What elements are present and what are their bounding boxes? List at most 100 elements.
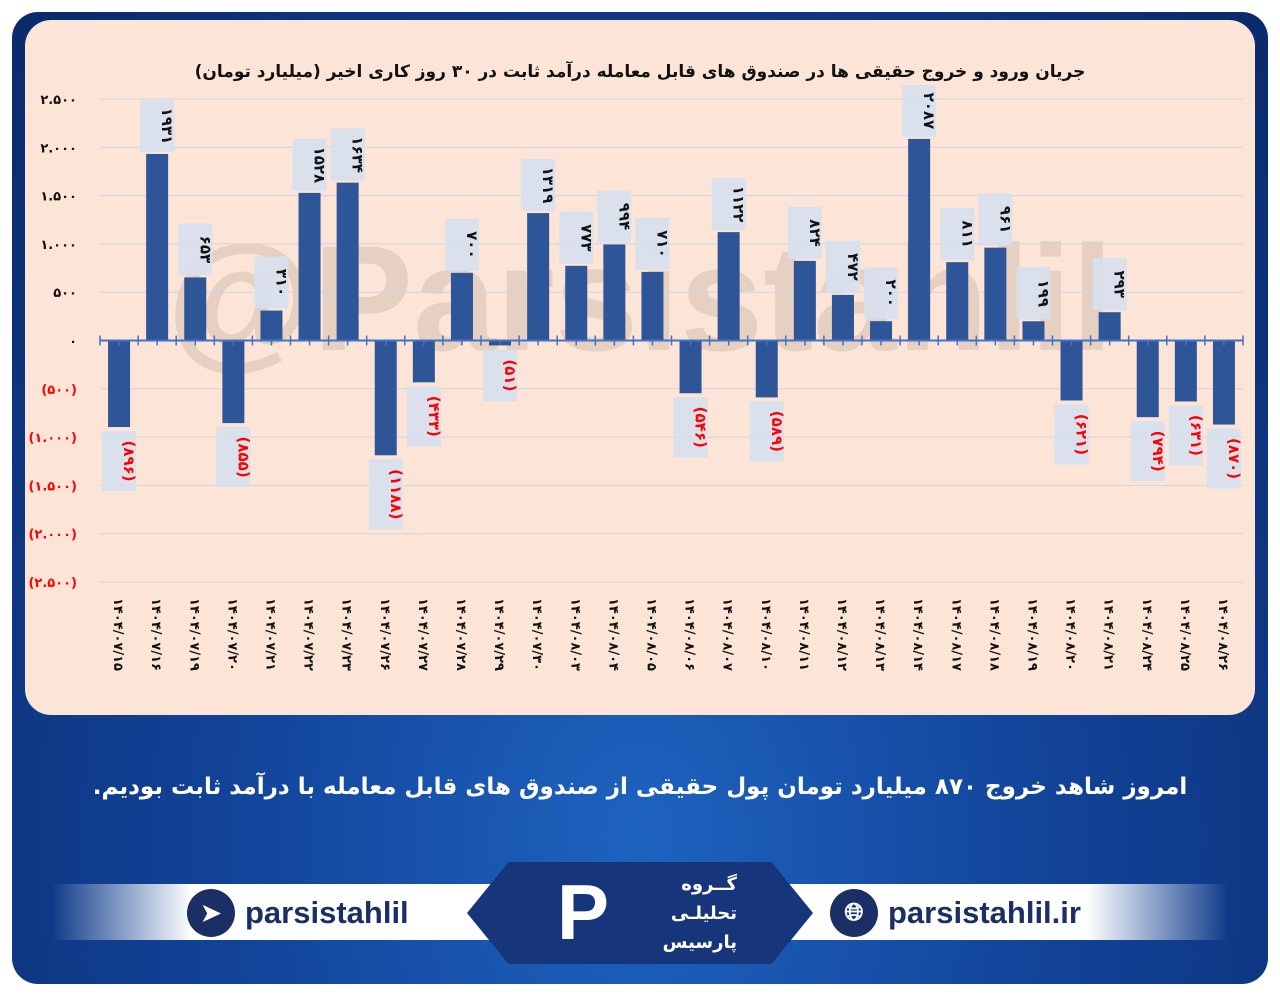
data-label-box bbox=[1092, 258, 1127, 311]
data-label: (۸۵۵) bbox=[234, 436, 252, 477]
bar bbox=[755, 340, 778, 398]
x-tick-label: ۱۴۰۴/۰۷/۳۰ bbox=[529, 598, 544, 671]
data-label: ۸۲۴ bbox=[806, 219, 824, 246]
bar bbox=[298, 192, 321, 341]
telegram-handle: parsistahlil bbox=[245, 895, 409, 930]
y-tick-label: (۵۰۰) bbox=[41, 383, 77, 398]
x-tick-label: ۱۴۰۴/۰۸/۱۳ bbox=[872, 598, 887, 671]
data-label: ۴۷۲ bbox=[844, 253, 862, 280]
bar bbox=[108, 340, 131, 428]
x-tick-label: ۱۴۰۴/۰۷/۱۵ bbox=[110, 598, 125, 671]
bar bbox=[222, 340, 245, 424]
bar bbox=[527, 213, 550, 341]
x-tick-label: ۱۴۰۴/۰۷/۱۶ bbox=[148, 598, 163, 671]
y-tick-label: (۲.۵۰۰) bbox=[28, 576, 77, 591]
x-tick-label: ۱۴۰۴/۰۷/۲۶ bbox=[377, 598, 392, 671]
x-tick-label: ۱۴۰۴/۰۸/۰۵ bbox=[643, 598, 658, 671]
data-label: ۸۱۱ bbox=[958, 220, 976, 247]
data-label-box bbox=[749, 401, 784, 462]
logo-line: گــروه bbox=[681, 874, 737, 895]
x-tick-label: ۱۴۰۴/۰۸/۱۷ bbox=[948, 598, 963, 671]
data-label-box bbox=[254, 256, 289, 309]
x-tick-label: ۱۴۰۴/۰۷/۲۰ bbox=[224, 598, 239, 671]
telegram-icon: ➤ bbox=[187, 889, 235, 937]
data-label-box bbox=[368, 459, 403, 530]
bar bbox=[641, 271, 664, 341]
y-tick-label: ۲.۰۰۰ bbox=[40, 141, 77, 156]
data-label-box bbox=[597, 190, 632, 243]
data-label: ۱۳۱۹ bbox=[539, 167, 557, 204]
data-label-box bbox=[787, 206, 822, 259]
x-tick-label: ۱۴۰۴/۰۷/۲۷ bbox=[415, 598, 430, 671]
data-label: (۸۹۶) bbox=[120, 440, 138, 481]
y-tick-label: ۲.۵۰۰ bbox=[40, 93, 77, 108]
telegram-link[interactable]: ➤ parsistahlil bbox=[187, 888, 409, 938]
data-label: ۷۰۰ bbox=[463, 231, 481, 258]
data-label: (۵۱) bbox=[501, 359, 519, 391]
data-label-box bbox=[864, 267, 899, 320]
data-label-box bbox=[140, 99, 175, 152]
data-label-box bbox=[1016, 267, 1051, 320]
y-tick-label: ۱.۰۰۰ bbox=[40, 238, 77, 253]
data-label: ۲۰۸۷ bbox=[920, 93, 938, 130]
chart-title: جریان ورود و خروج حقیقی ها در صندوق های … bbox=[194, 62, 1086, 82]
data-label: (۶۳۱) bbox=[1187, 415, 1205, 456]
bar bbox=[793, 260, 816, 341]
bar bbox=[1174, 340, 1197, 402]
data-label-box bbox=[216, 427, 251, 488]
x-tick-label: ۱۴۰۴/۰۸/۲۵ bbox=[1177, 598, 1192, 671]
y-tick-label: (۲.۰۰۰) bbox=[28, 528, 77, 543]
bar bbox=[908, 138, 931, 341]
website-link[interactable]: 🌐︎ parsistahlil.ir bbox=[830, 888, 1081, 938]
logo-text: گــروه تحلیلـی پارسیس bbox=[642, 870, 737, 957]
data-label: ۱۹۳۱ bbox=[158, 108, 176, 145]
data-label-box bbox=[1054, 404, 1089, 465]
x-tick-label: ۱۴۰۴/۰۸/۱۲ bbox=[834, 598, 849, 671]
data-label-box bbox=[1168, 405, 1203, 466]
data-label: (۸۷۰) bbox=[1225, 438, 1243, 479]
data-label: ۹۶۱ bbox=[996, 206, 1014, 233]
bar bbox=[374, 340, 397, 456]
bar bbox=[946, 262, 969, 341]
x-tick-label: ۱۴۰۴/۰۸/۲۰ bbox=[1063, 598, 1078, 671]
data-label-box bbox=[711, 178, 746, 231]
chart-panel: @Parsistahlil ۲.۵۰۰ ۲.۰۰۰ ۱.۵۰۰ ۱.۰۰۰ ۵۰۰ ۰ (۵۰… bbox=[25, 20, 1255, 715]
y-tick-label: (۱.۵۰۰) bbox=[28, 479, 77, 494]
data-label: ۷۷۳ bbox=[577, 224, 595, 251]
data-label: ۲۹۳ bbox=[1111, 270, 1129, 297]
caption: امروز شاهد خروج ۸۷۰ میلیارد تومان پول حق… bbox=[92, 774, 1188, 800]
y-tick-label: ۱.۵۰۰ bbox=[40, 190, 77, 205]
x-tick-label: ۱۴۰۴/۰۷/۲۱ bbox=[262, 598, 277, 671]
data-label: (۴۳۳) bbox=[425, 396, 443, 437]
data-label-box bbox=[330, 128, 365, 181]
x-tick-label: ۱۴۰۴/۰۸/۰۶ bbox=[682, 598, 697, 671]
data-label: ۷۱۰ bbox=[653, 230, 671, 257]
data-label: ۹۹۴ bbox=[615, 203, 633, 230]
x-tick-label: ۱۴۰۴/۰۷/۲۳ bbox=[339, 598, 354, 671]
bar bbox=[1212, 340, 1235, 425]
bar bbox=[184, 277, 207, 341]
data-label-box bbox=[178, 223, 213, 276]
y-tick-label: (۱.۰۰۰) bbox=[28, 431, 77, 446]
data-label: ۶۵۳ bbox=[196, 236, 214, 263]
website-url: parsistahlil.ir bbox=[888, 895, 1081, 930]
x-tick-label: ۱۴۰۴/۰۷/۲۸ bbox=[453, 598, 468, 671]
bar bbox=[1136, 340, 1159, 418]
x-tick-label: ۱۴۰۴/۰۸/۱۰ bbox=[758, 598, 773, 671]
data-label-box bbox=[940, 208, 975, 261]
bar bbox=[1022, 321, 1045, 341]
y-tick-label: ۵۰۰ bbox=[53, 286, 77, 301]
data-label: (۵۴۶) bbox=[692, 407, 710, 448]
infographic: @Parsistahlil ۲.۵۰۰ ۲.۰۰۰ ۱.۵۰۰ ۱.۰۰۰ ۵۰۰ ۰ (۵۰… bbox=[12, 12, 1268, 984]
x-tick-label: ۱۴۰۴/۰۷/۲۲ bbox=[301, 598, 316, 671]
y-tick-label: ۰ bbox=[69, 335, 77, 350]
bar bbox=[1060, 340, 1083, 401]
x-tick-label: ۱۴۰۴/۰۸/۱۴ bbox=[910, 598, 925, 671]
data-label-box bbox=[673, 397, 708, 458]
data-label: (۵۸۹) bbox=[768, 411, 786, 452]
data-label: ۱۵۲۸ bbox=[311, 147, 329, 184]
bar bbox=[1098, 312, 1121, 341]
bar bbox=[565, 265, 588, 341]
x-tick-label: ۱۴۰۴/۰۸/۲۱ bbox=[1101, 598, 1116, 671]
bar bbox=[146, 153, 169, 341]
